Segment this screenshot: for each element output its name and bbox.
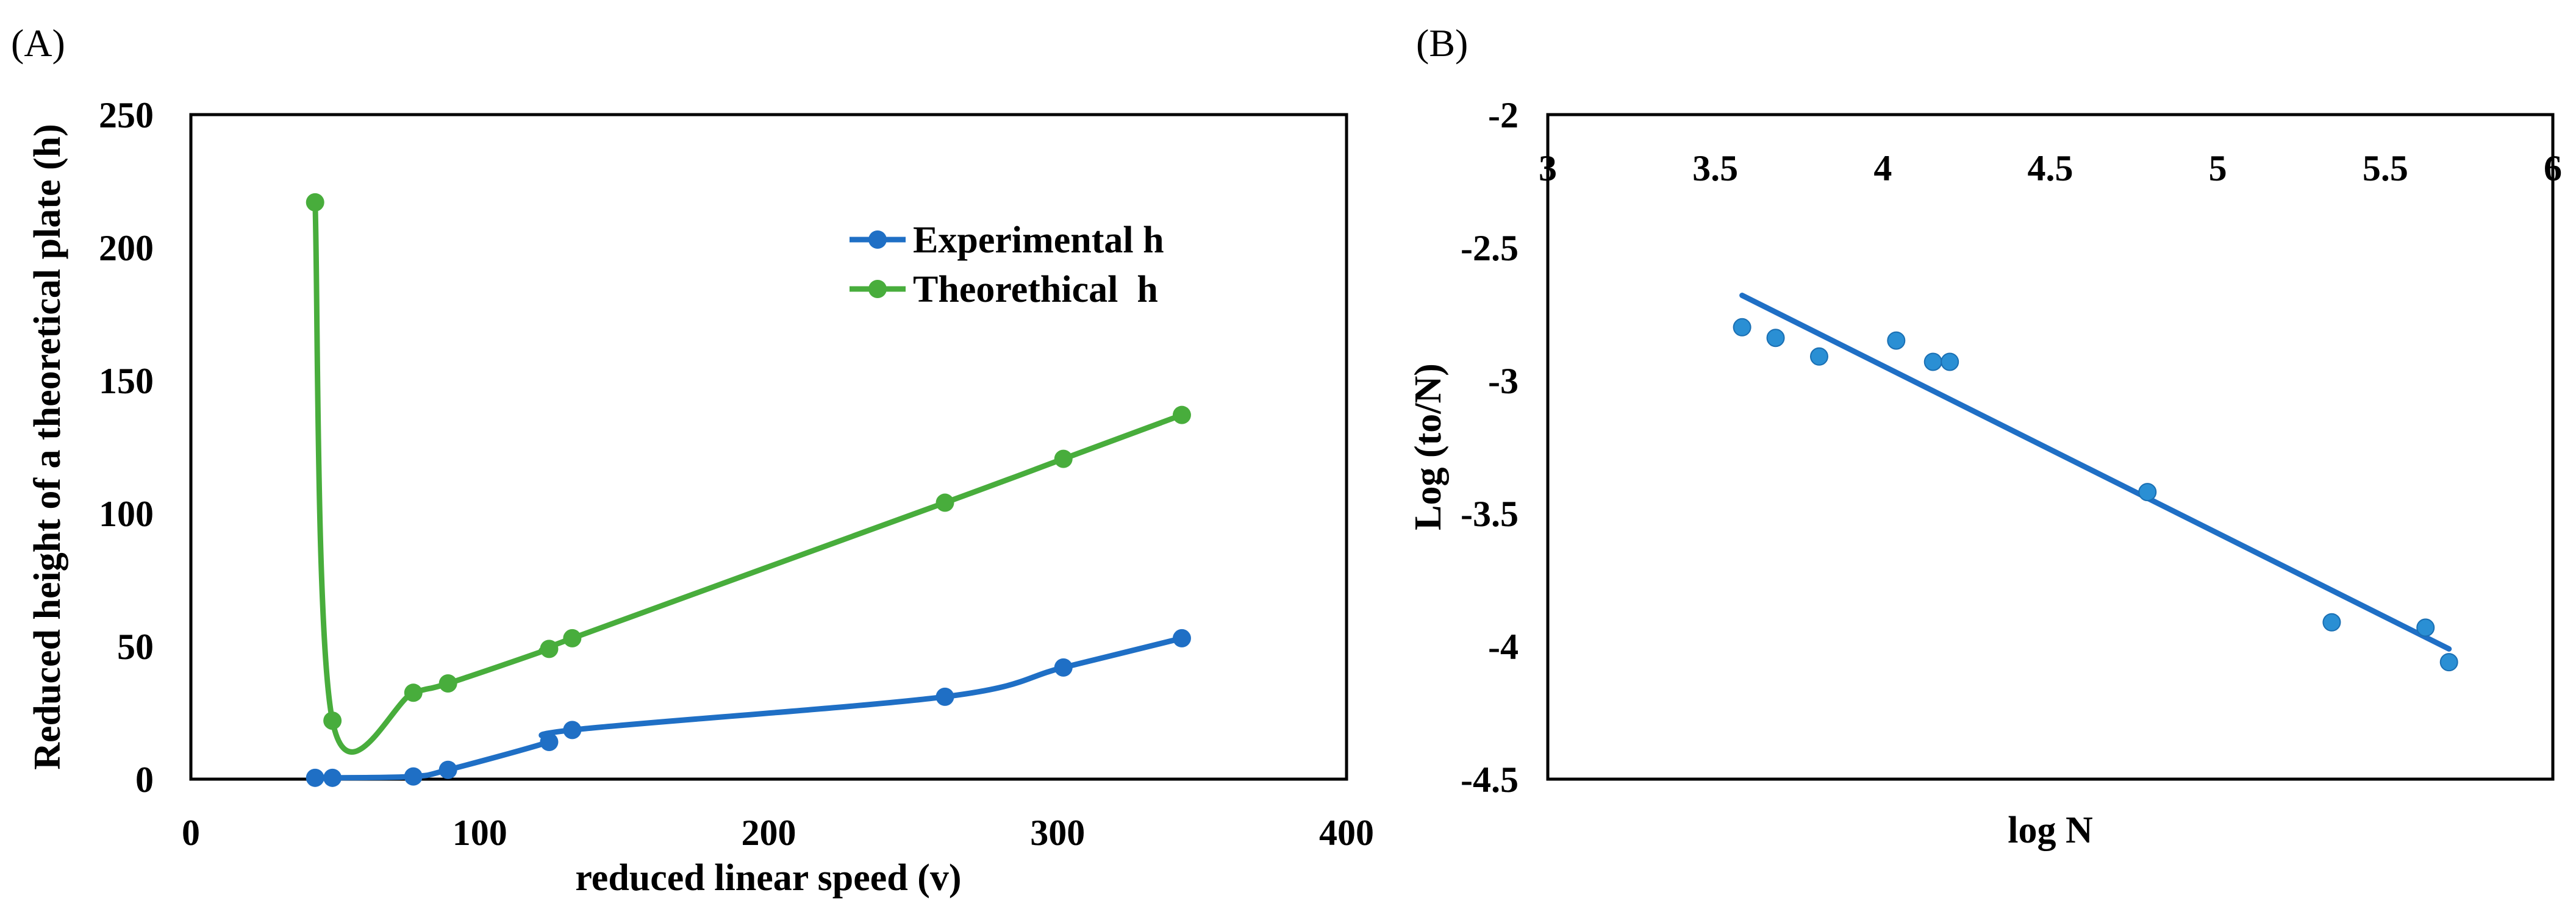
panel-a-y-tick-label: 0 bbox=[135, 760, 154, 800]
panel-b-x-tick-label: 5.5 bbox=[2363, 148, 2408, 188]
panel-a-x-axis-title: reduced linear speed (v) bbox=[575, 857, 961, 899]
panel-b-x-tick-label: 5 bbox=[2209, 148, 2227, 188]
panel-b-x-tick-label: 6 bbox=[2544, 148, 2562, 188]
panel-a-y-tick-label: 200 bbox=[99, 228, 154, 268]
legend-label-experimental: Experimental h bbox=[913, 219, 1164, 261]
panel-b-label: (B) bbox=[1416, 21, 1468, 65]
panel-b-y-tick-label: -4.5 bbox=[1461, 760, 1519, 800]
panel-b-series bbox=[1733, 292, 2458, 672]
panel-b-point-0 bbox=[1733, 318, 1751, 337]
legend-marker-experimental bbox=[868, 230, 887, 249]
panel-a-x-tick-label: 300 bbox=[1030, 813, 1085, 853]
panel-b-point-5 bbox=[1941, 352, 1959, 371]
panel-a-point-1-2 bbox=[404, 683, 423, 702]
panel-b-point-8 bbox=[2416, 618, 2435, 637]
panel-b-y-tick-label: -3 bbox=[1488, 361, 1519, 401]
panel-b-y-ticks: -2 -2.5 -3 -3.5 -4 -4.5 bbox=[1461, 95, 1519, 800]
panel-b-point-2 bbox=[1809, 347, 1828, 366]
panel-a-legend: Experimental h Theorethical h bbox=[850, 219, 1164, 310]
panel-b-x-axis-title: log N bbox=[2008, 810, 2093, 851]
panel-a-point-0-4 bbox=[540, 732, 559, 751]
panel-b-y-tick-label: -2.5 bbox=[1461, 228, 1519, 268]
panel-a-x-tick-label: 400 bbox=[1319, 813, 1374, 853]
panel-a-point-1-6 bbox=[936, 493, 954, 512]
legend-marker-theoretical bbox=[868, 280, 887, 298]
panel-b-x-tick-label: 4 bbox=[1873, 148, 1892, 188]
panel-b-x-ticks: 3 3.5 4 4.5 5 5.5 6 bbox=[1539, 148, 2562, 188]
panel-b-point-7 bbox=[2322, 613, 2341, 632]
panel-a-y-ticks: 0 50 100 150 200 250 bbox=[99, 95, 154, 800]
panel-a-y-tick-label: 50 bbox=[117, 627, 154, 667]
panel-a-x-ticks: 0 100 200 300 400 bbox=[182, 813, 1374, 853]
panel-a-y-tick-label: 100 bbox=[99, 494, 154, 534]
panel-b-plot-frame bbox=[1546, 113, 2555, 781]
panel-a-plot-frame bbox=[189, 113, 1348, 781]
panel-a-point-1-5 bbox=[563, 629, 582, 647]
panel-a-x-tick-label: 200 bbox=[742, 813, 796, 853]
panel-b-point-3 bbox=[1887, 331, 1906, 350]
panel-a-point-0-6 bbox=[936, 687, 954, 706]
panel-a-point-1-1 bbox=[323, 711, 342, 730]
panel-a-x-tick-label: 100 bbox=[453, 813, 507, 853]
panel-a-point-1-7 bbox=[1054, 449, 1073, 468]
panel-a-point-0-2 bbox=[404, 767, 423, 786]
panel-b-point-1 bbox=[1766, 329, 1785, 348]
panel-b: (B) 3 3.5 4 4.5 5 5.5 6 -2 -2.5 -3 -3.5 -4 -4.5 log… bbox=[1408, 21, 2562, 851]
legend-label-theoretical: Theorethical h bbox=[913, 269, 1158, 310]
panel-a-point-0-8 bbox=[1172, 629, 1191, 647]
panel-b-y-axis-title: Log (to/N) bbox=[1408, 363, 1449, 530]
panel-b-point-6 bbox=[2138, 483, 2157, 502]
panel-a-y-tick-label: 250 bbox=[99, 95, 154, 135]
panel-a-point-1-4 bbox=[540, 640, 559, 658]
panel-a-point-0-1 bbox=[323, 768, 342, 787]
panel-a-point-0-3 bbox=[438, 760, 457, 779]
panel-b-x-tick-label: 3.5 bbox=[1692, 148, 1738, 188]
panel-b-x-tick-label: 3 bbox=[1539, 148, 1557, 188]
panel-b-trendline bbox=[1739, 292, 2452, 652]
panel-b-y-tick-label: -4 bbox=[1488, 627, 1519, 667]
panel-a-point-1-0 bbox=[306, 193, 324, 212]
panel-a-point-0-5 bbox=[563, 721, 582, 740]
panel-a-point-0-0 bbox=[306, 768, 324, 787]
panel-a-label: (A) bbox=[11, 21, 65, 65]
panel-a-point-1-8 bbox=[1172, 405, 1191, 424]
panel-a-point-0-7 bbox=[1054, 658, 1073, 677]
panel-a-point-1-3 bbox=[438, 674, 457, 693]
panel-a-series-line-0 bbox=[312, 635, 1185, 781]
panel-a-y-tick-label: 150 bbox=[99, 361, 154, 401]
panel-b-y-tick-label: -3.5 bbox=[1461, 494, 1519, 534]
panel-b-y-tick-label: -2 bbox=[1488, 95, 1519, 135]
panel-a-series bbox=[306, 193, 1191, 787]
panel-b-point-4 bbox=[1923, 352, 1942, 371]
panel-a-y-axis-title: Reduced height of a theoretical plate (h… bbox=[27, 124, 68, 770]
panel-a: (A) 0 100 200 300 400 0 50 100 150 200 250 Experi… bbox=[11, 21, 1374, 899]
panel-a-x-tick-label: 0 bbox=[182, 813, 200, 853]
panel-b-point-9 bbox=[2439, 653, 2458, 672]
panel-b-x-tick-label: 4.5 bbox=[2028, 148, 2073, 188]
